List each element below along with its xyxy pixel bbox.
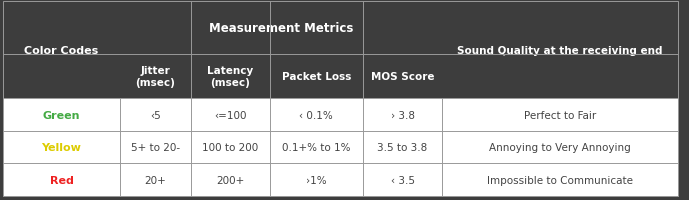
Text: 100 to 200: 100 to 200 (202, 143, 258, 152)
Text: Yellow: Yellow (41, 143, 81, 152)
Text: Latency
(msec): Latency (msec) (207, 66, 254, 87)
Bar (3, 164, 678, 196)
Text: ‹ 3.5: ‹ 3.5 (391, 175, 415, 185)
Text: 200+: 200+ (216, 175, 245, 185)
Text: ‹ 0.1%: ‹ 0.1% (300, 110, 333, 120)
Text: 5+ to 20-: 5+ to 20- (131, 143, 180, 152)
Text: Annoying to Very Annoying: Annoying to Very Annoying (489, 143, 631, 152)
Text: Green: Green (43, 110, 80, 120)
Text: ‹5: ‹5 (150, 110, 161, 120)
Text: ›1%: ›1% (306, 175, 327, 185)
Text: Color Codes: Color Codes (24, 46, 99, 55)
Text: Measurement Metrics: Measurement Metrics (209, 22, 353, 35)
Text: Packet Loss: Packet Loss (282, 72, 351, 82)
Text: Red: Red (50, 175, 74, 185)
Text: 20+: 20+ (144, 175, 166, 185)
Text: Perfect to Fair: Perfect to Fair (524, 110, 596, 120)
Text: Sound Quality at the receiving end: Sound Quality at the receiving end (457, 46, 663, 55)
Text: ‹=100: ‹=100 (214, 110, 247, 120)
Text: 3.5 to 3.8: 3.5 to 3.8 (378, 143, 428, 152)
Text: MOS Score: MOS Score (371, 72, 434, 82)
Text: Jitter
(msec): Jitter (msec) (135, 66, 175, 87)
Text: 0.1+% to 1%: 0.1+% to 1% (282, 143, 351, 152)
Bar (3, 2, 678, 99)
Bar (3, 99, 678, 131)
Bar (3, 131, 678, 164)
Text: Impossible to Communicate: Impossible to Communicate (487, 175, 633, 185)
Text: › 3.8: › 3.8 (391, 110, 415, 120)
